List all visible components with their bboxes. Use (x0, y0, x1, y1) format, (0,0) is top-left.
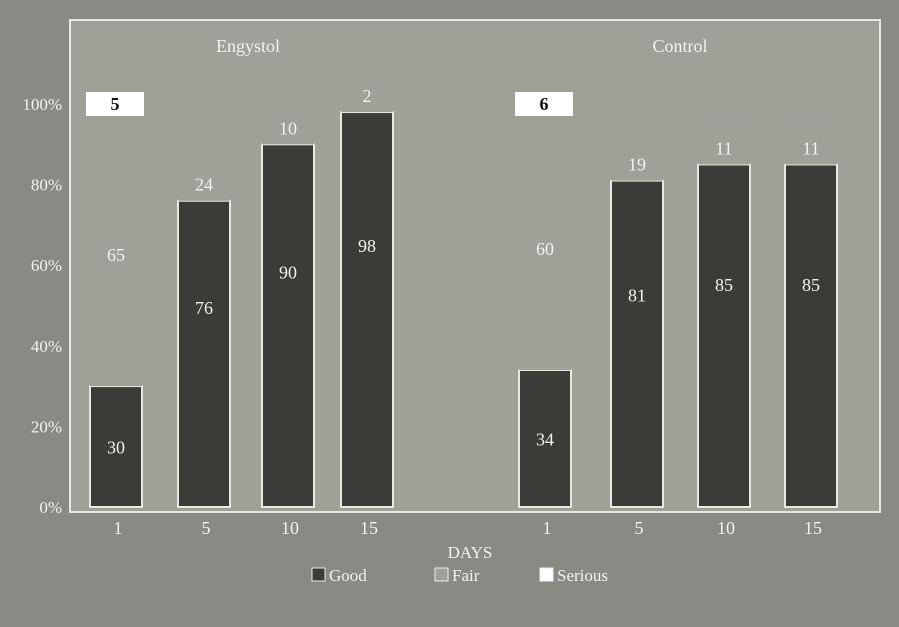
bar-good (697, 163, 751, 508)
data-label-fair: 65 (107, 245, 125, 265)
bar-good (518, 368, 572, 509)
bar-fair (341, 104, 393, 113)
bar-good (610, 179, 664, 508)
data-label-fair: 19 (628, 155, 646, 175)
legend-swatch (434, 567, 449, 582)
x-tick-label: 1 (543, 518, 552, 538)
bar-serious (515, 92, 573, 116)
bar-fair (785, 120, 837, 165)
y-tick-label: 100% (22, 95, 62, 114)
bar-fair (262, 104, 314, 145)
y-tick-label: 0% (39, 498, 62, 517)
x-tick-label: 10 (717, 518, 735, 538)
data-label-good: 30 (107, 438, 125, 458)
x-axis-title: DAYS (448, 543, 493, 562)
bar-fair (611, 104, 663, 181)
data-label-good: 98 (358, 236, 376, 256)
bar-fair (698, 120, 750, 165)
data-label-fair: 11 (802, 138, 819, 158)
bar-good (784, 163, 838, 508)
data-label-fair: 10 (279, 118, 297, 138)
legend-label: Fair (452, 566, 480, 585)
data-label-good: 81 (628, 285, 646, 305)
bar-good (177, 199, 231, 508)
group-label: Engystol (216, 36, 280, 56)
x-tick-label: 1 (114, 518, 123, 538)
y-tick-label: 20% (31, 417, 62, 436)
y-tick-label: 80% (31, 176, 62, 195)
y-tick-label: 60% (31, 256, 62, 275)
legend-swatch (311, 567, 326, 582)
x-tick-label: 15 (804, 518, 822, 538)
data-label-fair: 24 (195, 175, 213, 195)
x-tick-label: 5 (202, 518, 211, 538)
data-label-good: 85 (715, 275, 733, 295)
legend-label: Serious (557, 566, 608, 585)
data-label-fair: 11 (715, 138, 732, 158)
legend-swatch (539, 567, 554, 582)
data-label-serious: 6 (540, 94, 549, 114)
x-tick-label: 15 (360, 518, 378, 538)
data-label-serious: 5 (111, 94, 120, 114)
bar-good (340, 111, 394, 508)
data-label-good: 85 (802, 275, 820, 295)
y-tick-label: 40% (31, 337, 62, 356)
bar-fair (90, 124, 142, 387)
x-tick-label: 5 (635, 518, 644, 538)
x-tick-label: 10 (281, 518, 299, 538)
bar-fair (519, 128, 571, 370)
data-label-fair: 60 (536, 239, 554, 259)
legend-label: Good (329, 566, 367, 585)
data-label-fair: 2 (363, 86, 372, 106)
bar-good (261, 143, 315, 509)
bar-good (89, 385, 143, 509)
group-label: Control (652, 36, 707, 56)
data-label-good: 34 (536, 429, 554, 449)
data-label-good: 76 (195, 298, 213, 318)
bar-serious (86, 92, 144, 116)
data-label-good: 90 (279, 262, 297, 282)
bar-fair (178, 104, 230, 201)
